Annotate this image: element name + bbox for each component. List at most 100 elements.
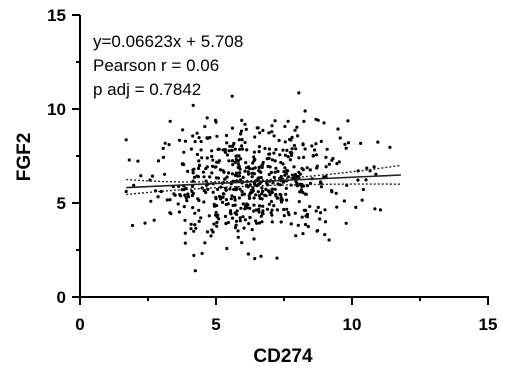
data-point — [257, 207, 261, 211]
data-point — [324, 155, 328, 159]
data-point — [261, 212, 265, 216]
data-point — [233, 195, 237, 199]
data-point — [273, 187, 277, 191]
data-point — [221, 200, 225, 204]
data-point — [251, 167, 255, 171]
data-point — [233, 226, 237, 230]
data-point — [252, 172, 256, 176]
data-point — [183, 193, 187, 197]
data-point — [136, 159, 140, 163]
data-point — [192, 253, 196, 257]
data-point — [295, 125, 299, 129]
data-point — [302, 119, 306, 123]
data-point — [288, 150, 292, 154]
data-point — [244, 161, 248, 165]
data-point — [270, 208, 274, 212]
data-point — [294, 147, 298, 151]
data-point — [234, 173, 238, 177]
data-point — [230, 148, 234, 152]
data-point — [182, 150, 186, 154]
data-point — [267, 190, 271, 194]
data-point — [193, 223, 197, 227]
data-point — [149, 199, 153, 203]
data-point — [203, 125, 207, 129]
data-point — [169, 212, 173, 216]
data-point — [252, 150, 256, 154]
data-point — [246, 252, 250, 256]
data-point — [237, 196, 241, 200]
data-point — [241, 215, 245, 219]
data-point — [273, 119, 277, 123]
data-point — [270, 220, 274, 224]
data-point — [219, 197, 223, 201]
data-point — [191, 168, 195, 172]
data-point — [283, 140, 287, 144]
data-point — [252, 203, 256, 207]
data-point — [356, 178, 360, 182]
data-point — [217, 147, 221, 151]
data-point — [261, 128, 265, 132]
data-point — [215, 204, 219, 208]
data-point — [297, 200, 301, 204]
data-point — [261, 189, 265, 193]
data-point — [191, 206, 195, 210]
data-point — [258, 204, 262, 208]
data-point — [210, 171, 214, 175]
data-point — [305, 215, 309, 219]
data-point — [168, 119, 172, 123]
data-point — [210, 164, 215, 168]
data-point — [257, 169, 261, 173]
data-point — [274, 166, 278, 170]
data-point — [278, 192, 282, 196]
data-point — [192, 175, 197, 179]
data-point — [272, 134, 276, 138]
data-point — [247, 222, 251, 226]
data-point — [230, 94, 234, 98]
data-point — [180, 162, 184, 166]
data-point — [248, 206, 252, 210]
data-point — [306, 224, 310, 229]
data-point — [303, 192, 307, 196]
data-point — [240, 189, 244, 194]
data-point — [275, 208, 279, 212]
data-point — [231, 203, 235, 208]
data-point — [215, 160, 219, 164]
data-point — [240, 193, 244, 197]
data-point — [163, 141, 167, 145]
data-point — [270, 130, 274, 134]
data-point — [274, 194, 278, 198]
data-point — [297, 156, 301, 160]
data-point — [318, 180, 323, 184]
data-point — [274, 147, 278, 152]
data-point — [199, 216, 203, 220]
data-point — [243, 207, 247, 211]
data-point — [150, 174, 155, 178]
data-point — [261, 209, 265, 213]
data-point — [285, 148, 289, 152]
data-point — [250, 175, 254, 179]
data-point — [327, 162, 331, 166]
data-point — [284, 186, 288, 190]
data-point — [186, 169, 190, 173]
data-point — [211, 190, 215, 194]
data-point — [243, 218, 247, 222]
data-point — [191, 179, 195, 183]
data-point — [247, 196, 252, 200]
data-point — [224, 221, 228, 226]
data-point — [239, 157, 243, 161]
data-point — [184, 196, 188, 200]
data-point — [260, 186, 264, 190]
data-point — [183, 241, 187, 245]
data-point — [246, 203, 250, 207]
data-point — [250, 228, 254, 232]
data-point — [272, 204, 276, 208]
data-point — [260, 220, 264, 224]
data-point — [290, 135, 294, 139]
data-point — [289, 138, 293, 142]
data-point — [263, 193, 267, 197]
data-point — [277, 138, 281, 142]
data-point — [193, 269, 197, 273]
data-point — [228, 144, 232, 148]
data-point — [225, 246, 229, 251]
